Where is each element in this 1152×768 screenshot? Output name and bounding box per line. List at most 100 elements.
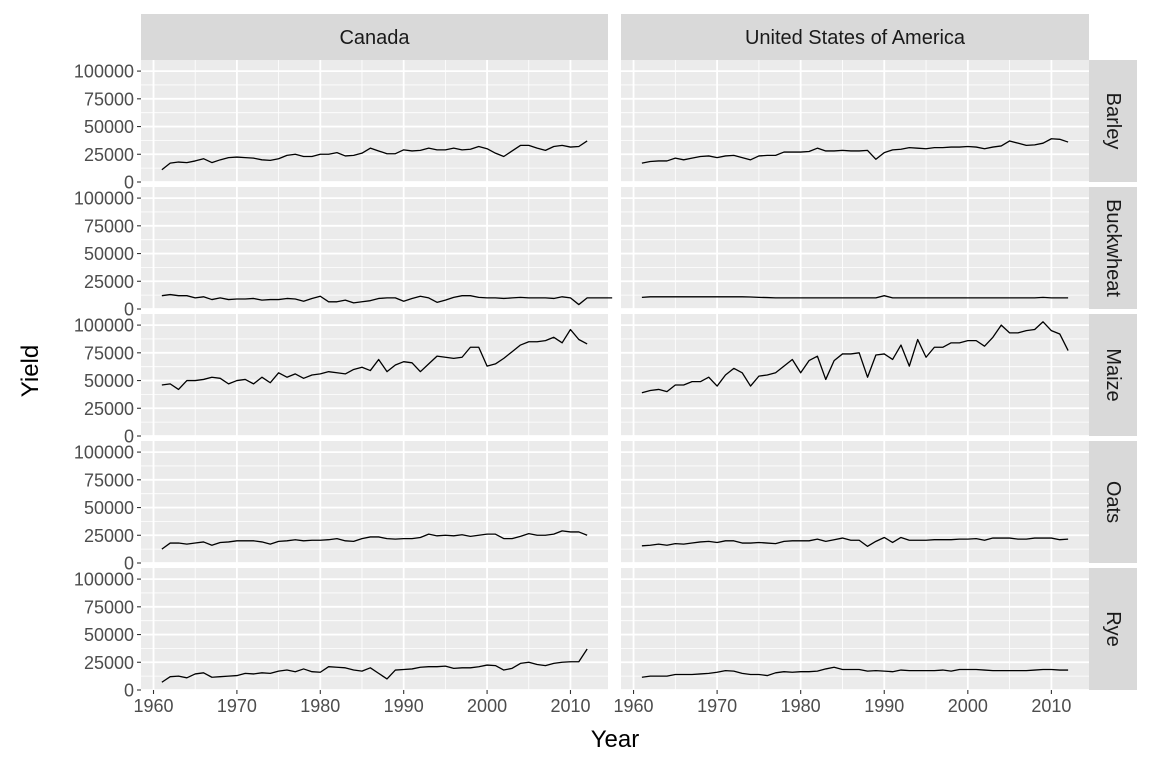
x-tick-label: 2010: [1031, 696, 1071, 716]
y-tick-label: 100000: [74, 189, 134, 209]
panel-united-states-of-america-maize: [621, 314, 1089, 437]
y-tick-label: 25000: [84, 526, 134, 546]
x-tick-label: 1970: [217, 696, 257, 716]
y-tick-label: 50000: [84, 244, 134, 264]
y-axis-maize: 0 25000 50000 75000 100000: [74, 316, 141, 447]
y-tick-label: 100000: [74, 570, 134, 590]
y-axis-title: Yield: [17, 345, 44, 397]
strips-layer: Canada United States of America Barley Buck…: [141, 14, 1137, 690]
strip-background: [141, 14, 608, 60]
strip-background: [1089, 441, 1137, 563]
strip-label: Oats: [1102, 481, 1124, 523]
y-axis-rye: 0 25000 50000 75000 100000: [74, 570, 141, 701]
series-line-united-states-of-america-maize: [641, 321, 1069, 394]
strip-canada: Canada: [141, 14, 608, 60]
x-tick-label: 1980: [300, 696, 340, 716]
y-tick-label: 0: [124, 173, 134, 193]
strip-background: [621, 14, 1089, 60]
strip-label: Canada: [339, 27, 410, 49]
strip-barley: Barley: [1089, 60, 1137, 182]
strip-background: [1089, 60, 1137, 182]
series-line-united-states-of-america-barley: [641, 138, 1069, 164]
strip-rye: Rye: [1089, 568, 1137, 690]
x-tick-label: 1970: [697, 696, 737, 716]
panel-united-states-of-america-buckwheat: [621, 187, 1089, 310]
panel-canada-barley: [141, 60, 608, 183]
panel-background: [621, 314, 1089, 436]
y-tick-label: 25000: [84, 145, 134, 165]
y-tick-label: 100000: [74, 62, 134, 82]
strip-maize: Maize: [1089, 314, 1137, 436]
x-tick-label: 1960: [614, 696, 654, 716]
panel-canada-buckwheat: [141, 187, 613, 310]
strip-united-states-of-america: United States of America: [621, 14, 1089, 60]
x-tick-label: 2000: [948, 696, 988, 716]
panel-canada-maize: [141, 314, 608, 437]
y-tick-label: 50000: [84, 498, 134, 518]
series-line-canada-buckwheat: [161, 293, 613, 306]
strip-buckwheat: Buckwheat: [1089, 187, 1137, 309]
series-line-canada-maize: [161, 328, 588, 391]
y-tick-label: 25000: [84, 653, 134, 673]
x-tick-label: 1960: [133, 696, 173, 716]
panel-united-states-of-america-barley: [621, 60, 1089, 183]
y-tick-label: 0: [124, 427, 134, 447]
strip-label: United States of America: [745, 27, 966, 49]
x-tick-label: 1980: [781, 696, 821, 716]
y-tick-label: 50000: [84, 625, 134, 645]
panel-canada-oats: [141, 441, 608, 564]
panel-background: [141, 60, 608, 182]
x-tick-label: 1990: [384, 696, 424, 716]
series-line-canada-barley: [161, 140, 588, 171]
panel-background: [621, 568, 1089, 690]
y-tick-label: 25000: [84, 399, 134, 419]
y-tick-label: 0: [124, 300, 134, 320]
x-tick-label: 2010: [550, 696, 590, 716]
strip-label: Maize: [1102, 348, 1124, 401]
y-tick-label: 75000: [84, 343, 134, 363]
series-line-canada-rye: [161, 648, 588, 683]
y-axis-oats: 0 25000 50000 75000 100000: [74, 443, 141, 574]
x-tick-label: 2000: [467, 696, 507, 716]
y-tick-label: 25000: [84, 272, 134, 292]
y-tick-label: 0: [124, 681, 134, 701]
panel-united-states-of-america-oats: [621, 441, 1089, 564]
y-tick-label: 100000: [74, 443, 134, 463]
panel-canada-rye: [141, 568, 608, 691]
panel-background: [141, 187, 608, 309]
strip-oats: Oats: [1089, 441, 1137, 563]
y-tick-label: 50000: [84, 371, 134, 391]
panel-background: [621, 187, 1089, 309]
x-axis-canada: 1960 1970 1980 1990 2000 2010: [133, 690, 590, 716]
y-tick-label: 50000: [84, 117, 134, 137]
panel-background: [141, 568, 608, 690]
panel-united-states-of-america-rye: [621, 568, 1089, 691]
x-tick-label: 1990: [864, 696, 904, 716]
y-axis-buckwheat: 0 25000 50000 75000 100000: [74, 189, 141, 320]
y-tick-label: 75000: [84, 89, 134, 109]
strip-background: [1089, 187, 1137, 309]
y-tick-label: 0: [124, 554, 134, 574]
panel-background: [141, 314, 608, 436]
strip-background: [1089, 568, 1137, 690]
series-line-united-states-of-america-buckwheat: [641, 295, 1069, 299]
strip-label: Buckwheat: [1102, 199, 1124, 297]
y-tick-label: 100000: [74, 316, 134, 336]
strip-background: [1089, 314, 1137, 436]
y-tick-label: 75000: [84, 597, 134, 617]
panels-layer: [141, 60, 1089, 691]
series-line-canada-oats: [161, 530, 588, 550]
series-line-united-states-of-america-oats: [641, 536, 1069, 548]
y-tick-label: 75000: [84, 470, 134, 490]
series-line-united-states-of-america-rye: [641, 666, 1069, 678]
panel-background: [621, 441, 1089, 563]
y-tick-label: 75000: [84, 216, 134, 236]
y-axis-barley: 0 25000 50000 75000 100000: [74, 62, 141, 193]
x-axis-united-states-of-america: 1960 1970 1980 1990 2000 2010: [614, 690, 1071, 716]
x-axis-title: Year: [591, 726, 640, 753]
strip-label: Rye: [1102, 611, 1124, 647]
panel-background: [621, 60, 1089, 182]
axes-layer: 0250005000075000100000025000500007500010…: [74, 62, 1071, 716]
strip-label: Barley: [1102, 93, 1124, 150]
